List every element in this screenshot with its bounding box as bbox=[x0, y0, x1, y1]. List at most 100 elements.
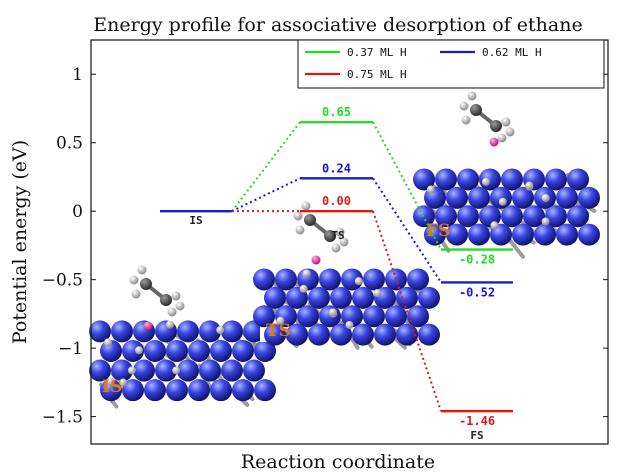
y-tick-label: 0.5 bbox=[56, 134, 83, 154]
structure-insets: IS TS FS bbox=[89, 91, 600, 409]
surface-atom bbox=[468, 223, 490, 246]
hydrogen-atom bbox=[137, 265, 147, 275]
y-axis-label: Potential energy (eV) bbox=[9, 140, 31, 344]
hydrogen-atom bbox=[490, 221, 499, 230]
hydrogen-atom bbox=[106, 377, 115, 386]
surface-atom bbox=[501, 168, 523, 191]
surface-atom bbox=[446, 223, 468, 246]
carbon-atom bbox=[324, 230, 336, 242]
surface-atom bbox=[435, 168, 457, 191]
surface-atom bbox=[396, 323, 418, 346]
series-0-37-ml-h: 0.65 -0.28 bbox=[160, 105, 513, 267]
surface-atom bbox=[122, 379, 144, 402]
hydrogen-atom bbox=[339, 237, 349, 247]
transition-state-structure-image: TS bbox=[253, 201, 440, 350]
series-0-62-ml-h: 0.24 -0.52 bbox=[231, 161, 513, 299]
tagged-hydrogen-atom bbox=[489, 137, 499, 147]
surface-atom bbox=[567, 168, 589, 191]
surface-atom bbox=[374, 323, 396, 346]
surface-atom bbox=[133, 359, 155, 382]
hydrogen-atom bbox=[299, 284, 308, 293]
hydrogen-atom bbox=[131, 289, 141, 299]
surface-atom bbox=[253, 305, 275, 328]
hydrogen-atom bbox=[541, 217, 550, 226]
x-axis-label: Reaction coordinate bbox=[241, 451, 435, 472]
y-tick-label: −1.5 bbox=[42, 408, 83, 428]
hydrogen-atom bbox=[426, 185, 435, 194]
hydrogen-atom bbox=[497, 133, 507, 143]
surface-atom bbox=[435, 205, 457, 228]
inset-state-label: TS bbox=[266, 321, 291, 341]
surface-atom bbox=[512, 223, 534, 246]
surface-atom bbox=[232, 379, 254, 402]
hydrogen-atom bbox=[175, 301, 185, 311]
chart-title: Energy profile for associative desorptio… bbox=[93, 14, 582, 36]
fs-energy-label: -0.28 bbox=[459, 253, 495, 267]
hydrogen-atom bbox=[541, 194, 550, 203]
surface-atom bbox=[254, 379, 276, 402]
surface-atom bbox=[418, 286, 440, 309]
ts-energy-label: 0.00 bbox=[322, 194, 351, 208]
surface-atom bbox=[221, 359, 243, 382]
hydrogen-atom bbox=[216, 326, 225, 335]
y-tick-label: 0 bbox=[72, 202, 83, 222]
series-0-75-ml-h: 0.00 -1.46 bbox=[232, 194, 513, 428]
ts-energy-label: 0.65 bbox=[322, 105, 351, 119]
surface-atom bbox=[446, 186, 468, 209]
y-tick-label: −1 bbox=[58, 339, 83, 359]
surface-atom bbox=[545, 205, 567, 228]
surface-atom bbox=[413, 205, 435, 228]
hydrogen-atom bbox=[119, 378, 128, 387]
surface-atom bbox=[490, 186, 512, 209]
surface-atom bbox=[297, 305, 319, 328]
state-label-is: IS bbox=[189, 214, 202, 227]
hydrogen-atom bbox=[459, 101, 469, 111]
surface-atom bbox=[264, 286, 286, 309]
connector-ts-fs bbox=[372, 121, 442, 251]
connector-is-ts bbox=[231, 177, 301, 213]
surface-atom bbox=[567, 205, 589, 228]
surface-atom bbox=[210, 339, 232, 362]
y-tick-label: 1 bbox=[72, 65, 83, 85]
surface-atom bbox=[199, 320, 221, 343]
inset-state-label: FS bbox=[426, 221, 450, 241]
hydrogen-atom bbox=[135, 346, 144, 355]
hydrogen-atom bbox=[301, 201, 311, 211]
surface-atom bbox=[264, 323, 286, 346]
legend-box bbox=[297, 39, 605, 89]
surface-atom bbox=[210, 379, 232, 402]
hydrogen-atom bbox=[501, 117, 511, 127]
surface-atom bbox=[534, 223, 556, 246]
hydrogen-atom bbox=[171, 291, 181, 301]
final-state-structure-image: FS bbox=[413, 91, 600, 259]
surface-atom bbox=[253, 268, 275, 291]
surface-atom bbox=[545, 168, 567, 191]
hydrogen-atom bbox=[373, 289, 382, 298]
surface-atom bbox=[275, 268, 297, 291]
hydrogen-atom bbox=[498, 197, 507, 206]
surface-atom bbox=[556, 223, 578, 246]
surface-atom bbox=[407, 305, 429, 328]
ts-energy-label: 0.24 bbox=[322, 161, 351, 175]
y-tick-label: −0.5 bbox=[42, 271, 83, 291]
surface-atom bbox=[308, 323, 330, 346]
surface-atom bbox=[89, 359, 111, 382]
hydrogen-atom bbox=[461, 115, 471, 125]
legend: 0.37 ML H 0.62 ML H 0.75 ML H bbox=[297, 39, 605, 89]
hydrogen-atom bbox=[302, 269, 311, 278]
tagged-hydrogen-atom bbox=[143, 321, 153, 331]
hydrogen-atom bbox=[172, 366, 181, 375]
carbon-atom bbox=[470, 104, 482, 116]
surface-atom bbox=[501, 205, 523, 228]
surface-atom bbox=[330, 286, 352, 309]
surface-atom bbox=[523, 205, 545, 228]
surface-atom bbox=[308, 286, 330, 309]
surface-atom bbox=[188, 339, 210, 362]
surface-atom bbox=[330, 323, 352, 346]
surface-atom bbox=[413, 168, 435, 191]
surface-atom bbox=[199, 359, 221, 382]
inset-state-label: IS bbox=[102, 377, 122, 397]
hydrogen-atom bbox=[127, 366, 136, 375]
surface-atom bbox=[363, 305, 385, 328]
carbon-atom bbox=[490, 120, 502, 132]
